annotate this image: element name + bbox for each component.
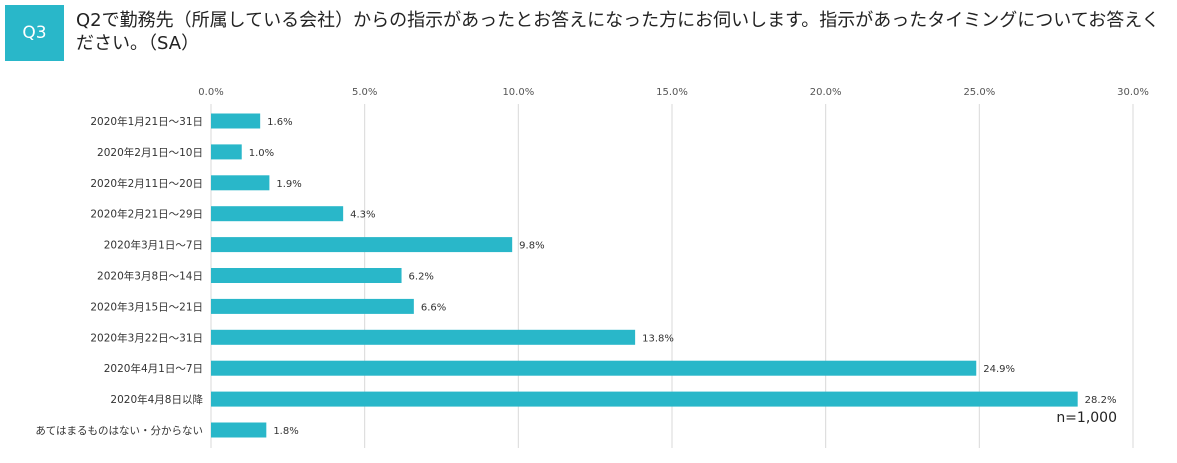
category-label: 2020年3月15日～21日 [90,300,203,313]
bar [211,298,414,314]
value-label: 1.8% [273,426,298,437]
bar [211,268,402,283]
value-label: 4.3% [350,210,375,221]
x-tick-label: 10.0% [502,87,534,98]
bar [211,422,267,438]
x-tick-label: 20.0% [810,87,842,98]
bar [211,175,270,191]
x-tick-label: 0.0% [198,87,223,98]
value-label: 6.2% [409,272,434,283]
sample-size-note: n=1,000 [1056,410,1117,426]
x-tick-label: 15.0% [656,87,688,98]
category-label: 2020年1月21日～31日 [90,115,203,128]
x-tick-label: 5.0% [352,87,377,98]
value-label: 24.9% [983,364,1015,375]
value-label: 13.8% [642,333,674,344]
category-label: 2020年4月1日～7日 [104,362,203,375]
value-label: 6.6% [421,302,446,313]
value-label: 1.9% [276,179,301,190]
category-label: あてはまるものはない・分からない [35,425,203,437]
bar [211,391,1078,407]
value-label: 1.6% [267,117,292,128]
bar [211,113,261,129]
value-label: 28.2% [1085,395,1117,406]
category-label: 2020年3月8日～14日 [97,270,203,283]
x-tick-label: 25.0% [963,87,995,98]
bar [211,237,513,253]
bar [211,360,977,376]
category-label: 2020年3月22日～31日 [90,331,203,344]
bar [211,206,344,222]
category-label: 2020年2月21日～29日 [90,208,203,221]
question-number-badge: Q3 [5,5,64,61]
x-tick-label: 30.0% [1117,87,1149,98]
category-label: 2020年3月1日～7日 [104,239,203,252]
question-text: Q2で勤務先（所属している会社）からの指示があったとお答えになった方にお伺いしま… [76,10,1160,54]
category-label: 2020年2月1日～10日 [97,146,203,159]
bar [211,329,636,345]
category-label: 2020年2月11日～20日 [90,177,203,190]
value-label: 9.8% [519,241,544,252]
value-label: 1.0% [249,148,274,159]
bar [211,144,242,160]
category-label: 2020年4月8日以降 [110,393,203,406]
